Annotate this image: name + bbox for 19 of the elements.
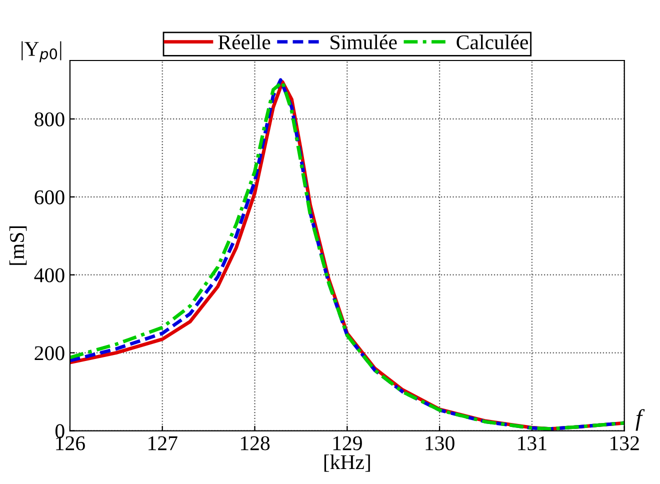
legend-label: Calculée: [456, 34, 528, 50]
y-tick-label: 200: [34, 346, 64, 360]
legend-label: Réelle: [218, 34, 270, 50]
y-tick-label: 0: [55, 424, 64, 438]
x-tick-label: 131: [518, 436, 546, 450]
x-tick-label: 129: [333, 436, 362, 450]
y-tick-label: 600: [34, 190, 64, 204]
y-tick-label: 800: [34, 112, 64, 126]
legend-label: Simulée: [330, 34, 397, 50]
chart-title: |Y$_{p0}$|: [22, 41, 62, 62]
y-tick-label: 400: [34, 268, 64, 282]
x-tick-label: 126: [56, 436, 85, 450]
text: f: [636, 409, 645, 431]
x-tick-label: 132: [610, 436, 639, 450]
x-axis-title: [kHz]: [324, 454, 370, 472]
x-tick-label: 130: [426, 436, 454, 450]
y-axis-title: [mS]: [9, 226, 27, 265]
x-tick-label: 127: [148, 436, 178, 450]
x-tick-label: 128: [240, 436, 270, 450]
